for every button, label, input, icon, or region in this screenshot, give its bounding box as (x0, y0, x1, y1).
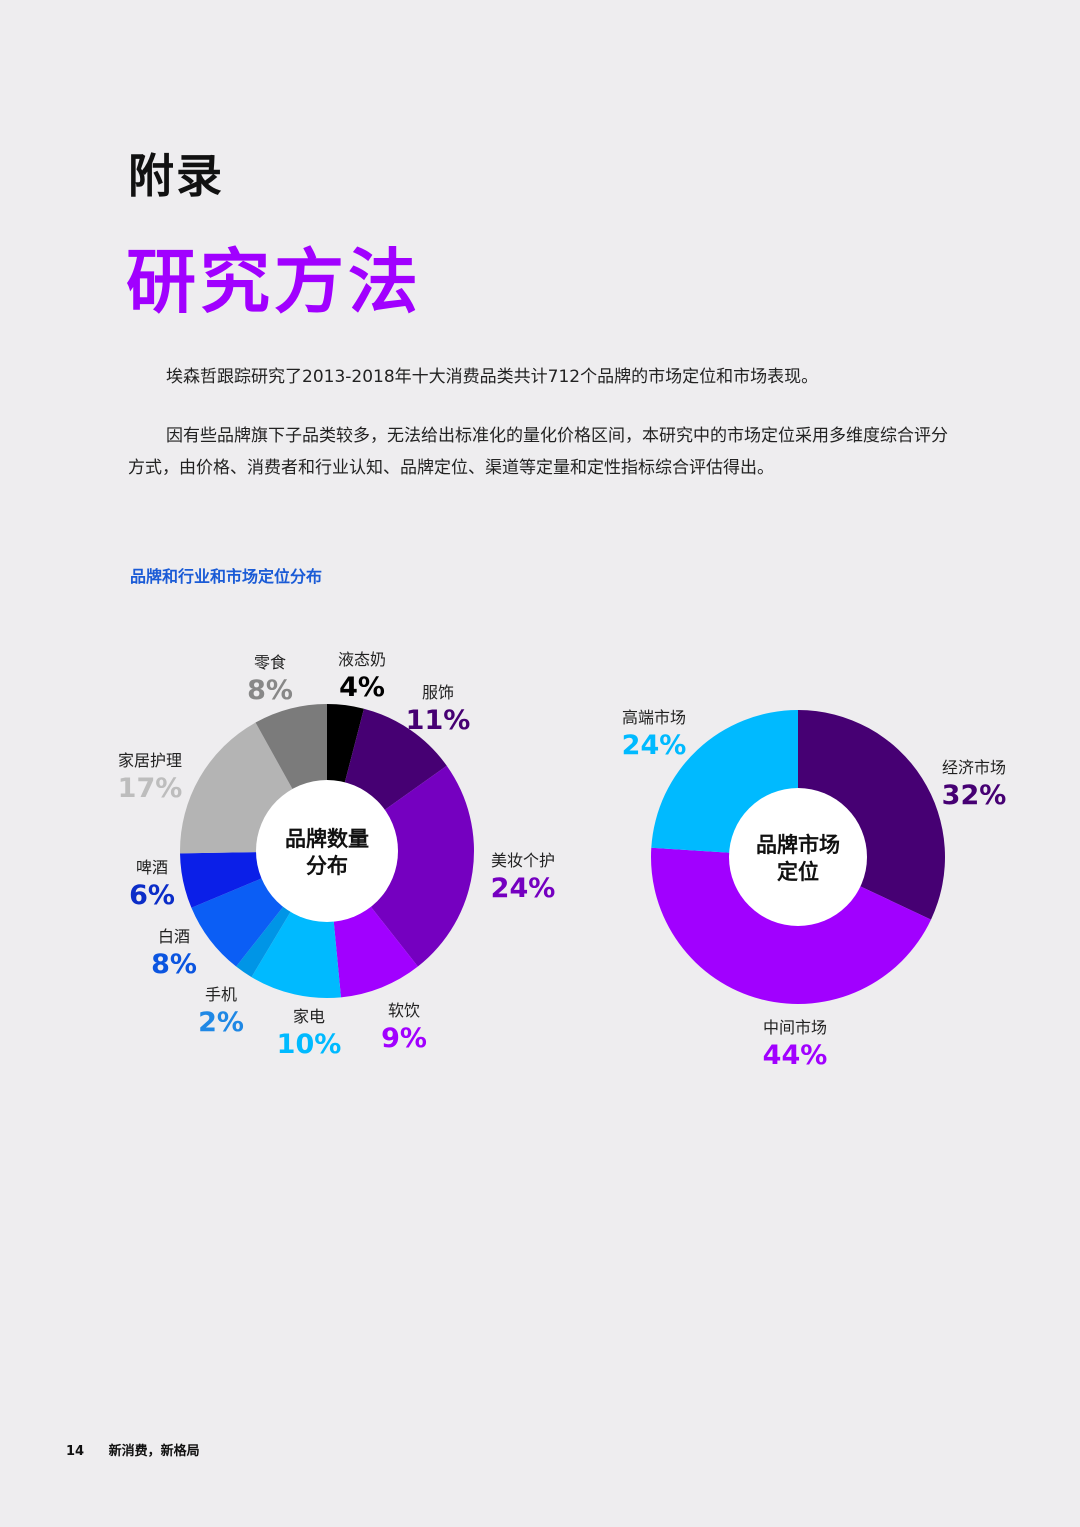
slice-啤酒 (180, 852, 263, 908)
slice-label: 液态奶 (338, 650, 386, 669)
slice-value: 2% (198, 1007, 244, 1038)
slice-value: 24% (622, 730, 687, 761)
appendix-label: 附录 (128, 149, 224, 203)
slice-美妆个护 (370, 765, 475, 967)
slice-label: 软饮 (388, 1001, 420, 1020)
slice-服饰 (344, 708, 447, 811)
slice-value: 17% (118, 773, 183, 804)
slice-label: 啤酒 (136, 858, 168, 877)
slice-label: 中间市场 (763, 1018, 827, 1037)
slice-label: 家居护理 (118, 751, 182, 770)
slice-value: 8% (151, 949, 197, 980)
slice-白酒 (191, 878, 284, 967)
slice-label: 手机 (205, 985, 237, 1004)
slice-label: 经济市场 (942, 758, 1006, 777)
donut-hole (256, 780, 398, 922)
slice-高端市场 (651, 710, 798, 853)
slice-value: 32% (942, 780, 1007, 811)
slice-label: 家电 (293, 1007, 325, 1026)
slice-label: 白酒 (158, 927, 190, 946)
center-label-line: 分布 (306, 854, 348, 878)
method-paragraph: 因有些品牌旗下子品类较多，无法给出标准化的量化价格区间，本研究中的市场定位采用多… (128, 426, 948, 478)
slice-value: 24% (491, 873, 556, 904)
slice-手机 (236, 906, 292, 978)
center-label-line: 品牌市场 (756, 833, 840, 857)
page-footer: 14 新消费，新格局 (66, 1440, 200, 1459)
slice-value: 11% (406, 705, 471, 736)
slice-value: 8% (247, 675, 293, 706)
center-label-line: 定位 (777, 860, 819, 884)
slice-中间市场 (651, 847, 932, 1004)
slice-value: 10% (277, 1029, 342, 1060)
slice-液态奶 (327, 704, 364, 784)
slice-value: 44% (763, 1040, 828, 1071)
page-number: 14 (66, 1444, 85, 1459)
slice-label: 高端市场 (622, 708, 686, 727)
page-title: 研究方法 (126, 241, 422, 323)
slice-value: 6% (129, 880, 175, 911)
slice-label: 服饰 (422, 683, 454, 702)
section-title: 品牌和行业和市场定位分布 (130, 567, 323, 586)
center-label-line: 品牌数量 (285, 827, 369, 851)
slice-家电 (251, 911, 341, 998)
slice-label: 美妆个护 (491, 851, 555, 870)
slice-软饮 (333, 906, 418, 998)
slice-经济市场 (798, 709, 945, 920)
slice-value: 4% (339, 672, 385, 703)
intro-paragraph: 埃森哲跟踪研究了2013-2018年十大消费品类共计712个品牌的市场定位和市场… (166, 367, 819, 387)
slice-家居护理 (180, 722, 293, 854)
slice-零食 (255, 704, 327, 790)
publication-name: 新消费，新格局 (108, 1444, 200, 1459)
donut-hole (729, 788, 867, 926)
slice-value: 9% (381, 1023, 427, 1054)
slice-label: 零食 (254, 653, 286, 672)
